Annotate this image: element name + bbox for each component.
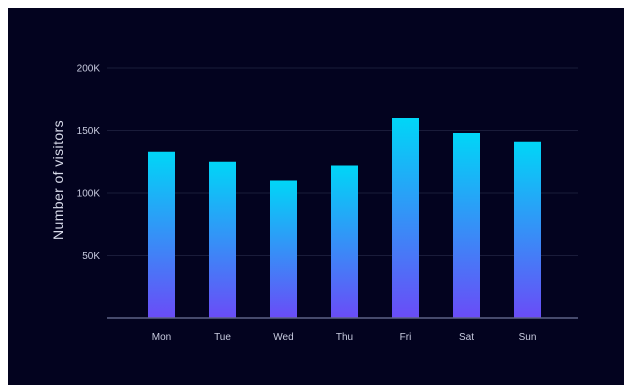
bar-fri	[392, 118, 419, 318]
y-tick-label: 200K	[77, 64, 101, 75]
chart-frame: Number of visitors 50K 100K 150K 200K Mon Tu…	[8, 8, 624, 385]
x-tick-label: Tue	[214, 332, 231, 343]
bar-chart: Number of visitors 50K 100K 150K 200K Mon Tu…	[50, 64, 578, 343]
x-tick-label: Wed	[273, 332, 293, 343]
y-tick-label: 100K	[77, 189, 101, 200]
bar-tue	[209, 161, 236, 318]
x-tick-label: Thu	[336, 332, 353, 343]
bar-sun	[514, 141, 541, 318]
x-tick-labels: Mon Tue Wed Thu Fri Sat Sun	[152, 332, 537, 343]
bar-sat	[453, 133, 480, 318]
bar-mon	[148, 151, 175, 318]
x-tick-label: Mon	[152, 332, 171, 343]
y-tick-labels: 50K 100K 150K 200K	[77, 64, 101, 263]
y-tick-label: 150K	[77, 126, 101, 137]
x-tick-label: Sun	[519, 332, 537, 343]
y-tick-label: 50K	[82, 251, 100, 262]
bar-wed	[270, 180, 297, 318]
bar-thu	[331, 165, 358, 318]
bars	[148, 118, 541, 318]
x-tick-label: Fri	[400, 332, 412, 343]
x-tick-label: Sat	[459, 332, 474, 343]
y-axis-title: Number of visitors	[50, 120, 66, 240]
